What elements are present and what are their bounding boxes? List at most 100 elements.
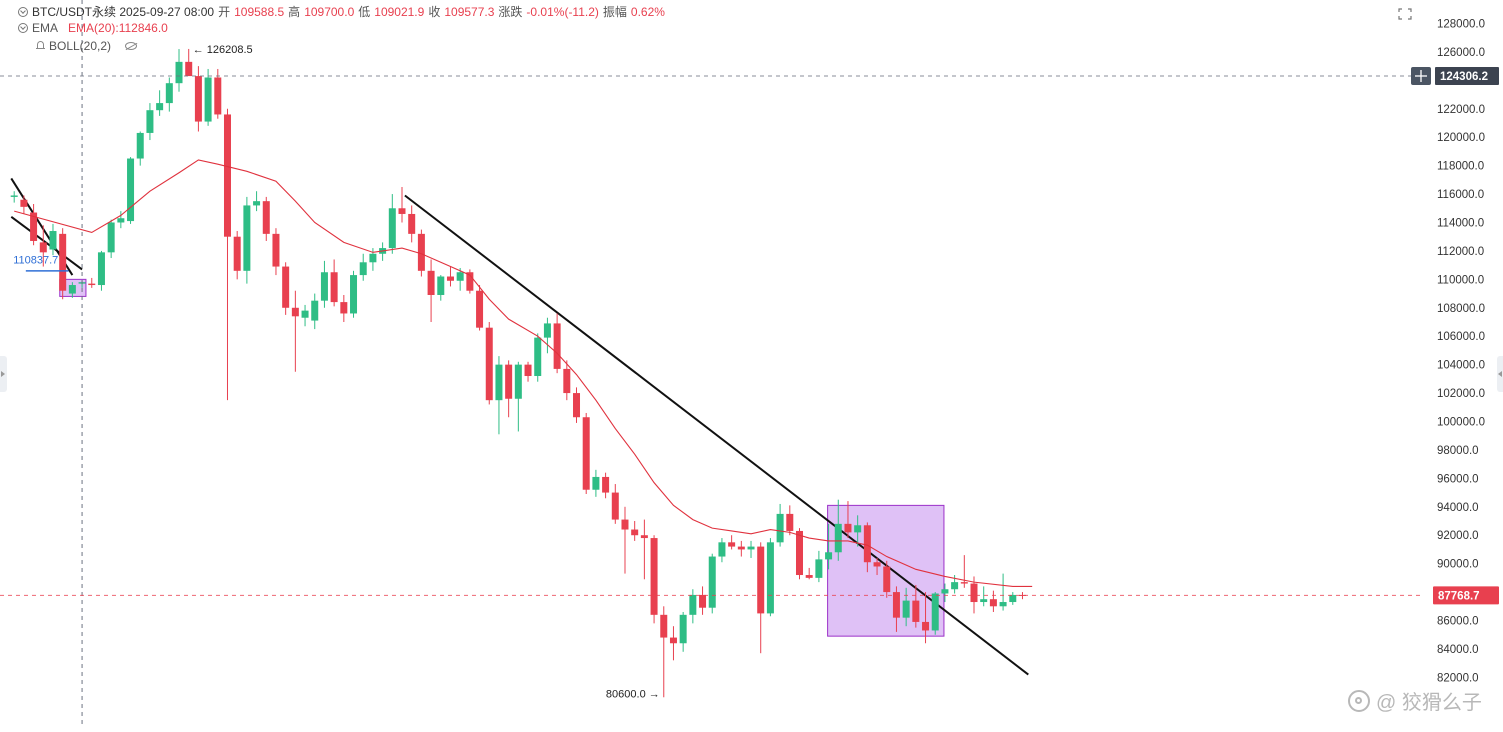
candle[interactable]: [146, 103, 154, 141]
candle[interactable]: [873, 557, 881, 576]
candle[interactable]: [175, 49, 183, 92]
candle[interactable]: [863, 522, 871, 573]
candle[interactable]: [563, 360, 571, 401]
candle[interactable]: [534, 333, 542, 382]
candle[interactable]: [156, 90, 164, 116]
candle[interactable]: [543, 317, 551, 354]
candle[interactable]: [417, 229, 425, 277]
candle[interactable]: [388, 194, 396, 254]
candle[interactable]: [320, 260, 328, 308]
candle[interactable]: [466, 269, 474, 294]
candle[interactable]: [825, 523, 833, 570]
candle[interactable]: [854, 515, 862, 547]
candle[interactable]: [883, 560, 891, 598]
candle[interactable]: [902, 587, 910, 627]
candle[interactable]: [640, 519, 648, 580]
candle[interactable]: [728, 535, 736, 550]
candle[interactable]: [844, 501, 852, 539]
candle[interactable]: [485, 321, 493, 405]
candle[interactable]: [262, 196, 270, 241]
candle[interactable]: [446, 266, 454, 287]
candle[interactable]: [582, 412, 590, 494]
candle[interactable]: [456, 267, 464, 291]
left-panel-toggle[interactable]: [0, 356, 7, 392]
candle[interactable]: [223, 108, 231, 401]
ema-indicator-row[interactable]: EMA EMA(20):112846.0: [18, 21, 168, 35]
candle[interactable]: [127, 157, 135, 224]
candle[interactable]: [679, 611, 687, 652]
candle[interactable]: [340, 294, 348, 322]
candle[interactable]: [39, 225, 47, 267]
candle[interactable]: [708, 553, 716, 614]
candle[interactable]: [495, 356, 503, 435]
candle[interactable]: [931, 592, 939, 635]
candle[interactable]: [408, 205, 416, 243]
right-panel-toggle[interactable]: [1497, 356, 1503, 392]
candle[interactable]: [912, 584, 920, 628]
boll-indicator-name[interactable]: BOLL(20,2): [49, 39, 112, 53]
candle[interactable]: [49, 223, 57, 256]
candle[interactable]: [1009, 592, 1017, 605]
expand-icon[interactable]: [1397, 7, 1413, 21]
candle[interactable]: [107, 219, 115, 259]
candle[interactable]: [97, 250, 105, 291]
candle[interactable]: [699, 586, 707, 615]
candle[interactable]: [311, 293, 319, 330]
candle[interactable]: [505, 360, 513, 418]
candle[interactable]: [10, 191, 18, 203]
plus-icon[interactable]: [1411, 66, 1431, 85]
candle[interactable]: [650, 535, 658, 624]
bell-icon[interactable]: [36, 41, 45, 51]
candle[interactable]: [350, 270, 358, 318]
candle[interactable]: [631, 521, 639, 541]
candle[interactable]: [88, 277, 96, 288]
candle[interactable]: [602, 472, 610, 499]
candle[interactable]: [233, 231, 241, 280]
candle[interactable]: [660, 606, 668, 698]
candle[interactable]: [553, 313, 561, 374]
candle[interactable]: [437, 275, 445, 301]
candle[interactable]: [30, 204, 38, 246]
candle[interactable]: [59, 228, 67, 300]
candle[interactable]: [815, 550, 823, 583]
candle[interactable]: [747, 540, 755, 558]
candle[interactable]: [514, 361, 522, 432]
candle[interactable]: [786, 505, 794, 536]
candle[interactable]: [243, 196, 251, 284]
candle[interactable]: [359, 253, 367, 281]
candle[interactable]: [194, 66, 202, 132]
candle[interactable]: [301, 304, 309, 327]
chevron-circle-icon[interactable]: [18, 6, 28, 17]
candle[interactable]: [291, 290, 299, 372]
candle[interactable]: [776, 503, 784, 547]
candle[interactable]: [272, 228, 280, 276]
candle[interactable]: [834, 499, 842, 561]
candle[interactable]: [941, 583, 949, 603]
candle[interactable]: [20, 195, 28, 214]
candle[interactable]: [117, 211, 125, 229]
candle[interactable]: [757, 542, 765, 654]
ema-indicator-name[interactable]: EMA: [32, 21, 59, 35]
candle[interactable]: [330, 259, 338, 307]
candle[interactable]: [165, 77, 173, 112]
candle[interactable]: [621, 506, 629, 574]
candle[interactable]: [398, 186, 406, 223]
candle[interactable]: [980, 586, 988, 607]
candle[interactable]: [999, 573, 1007, 611]
candle[interactable]: [592, 469, 600, 497]
candle[interactable]: [282, 262, 290, 315]
candle[interactable]: [805, 567, 813, 580]
eye-off-icon[interactable]: [125, 42, 138, 50]
candle[interactable]: [611, 484, 619, 524]
candle[interactable]: [960, 555, 968, 588]
candle[interactable]: [766, 538, 774, 617]
candle[interactable]: [573, 387, 581, 423]
candle[interactable]: [253, 191, 261, 212]
candle[interactable]: [689, 589, 697, 624]
candle[interactable]: [185, 48, 193, 77]
candle[interactable]: [427, 259, 435, 322]
candle[interactable]: [718, 538, 726, 563]
candle[interactable]: [524, 361, 532, 382]
